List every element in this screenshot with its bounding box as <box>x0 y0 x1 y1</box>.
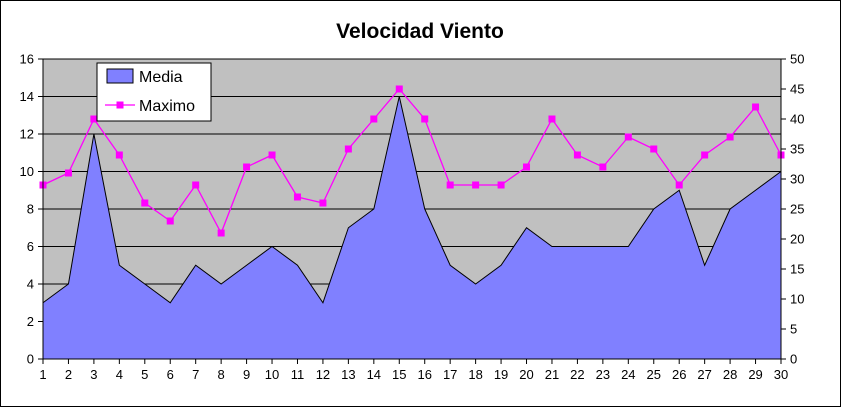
area-media <box>43 96 781 359</box>
point-maximo-23 <box>599 163 607 171</box>
x-tick-label: 20 <box>519 367 533 382</box>
x-tick-label: 25 <box>647 367 661 382</box>
y-right-tick-label: 10 <box>790 292 804 307</box>
legend-swatch-media <box>106 68 134 84</box>
point-maximo-3 <box>90 115 98 123</box>
x-tick-label: 9 <box>243 367 250 382</box>
point-maximo-9 <box>243 163 251 171</box>
x-tick-label: 4 <box>116 367 123 382</box>
y-right-tick-label: 0 <box>790 352 797 367</box>
legend-marker-maximo <box>116 101 124 109</box>
point-maximo-16 <box>421 115 429 123</box>
x-tick-label: 28 <box>723 367 737 382</box>
point-maximo-27 <box>701 151 709 159</box>
point-maximo-15 <box>395 85 403 93</box>
x-tick-label: 8 <box>218 367 225 382</box>
x-tick-label: 16 <box>417 367 431 382</box>
y-right-tick-label: 30 <box>790 172 804 187</box>
y-right-tick-label: 25 <box>790 202 804 217</box>
y-right-tick-label: 15 <box>790 262 804 277</box>
x-tick-label: 2 <box>65 367 72 382</box>
line-maximo <box>42 87 782 235</box>
x-tick-label: 24 <box>621 367 635 382</box>
point-maximo-12 <box>319 199 327 207</box>
x-tick-label: 19 <box>494 367 508 382</box>
y-left-tick-label: 6 <box>27 239 34 254</box>
y-right-tick-label: 20 <box>790 232 804 247</box>
x-tick-label: 14 <box>367 367 381 382</box>
y-left-tick-label: 14 <box>20 89 34 104</box>
point-maximo-8 <box>217 229 225 237</box>
point-maximo-5 <box>141 199 149 207</box>
y-left-tick-label: 10 <box>20 164 34 179</box>
x-tick-label: 22 <box>570 367 584 382</box>
x-tick-label: 29 <box>748 367 762 382</box>
legend: Media Maximo <box>96 62 212 122</box>
y-left-tick-label: 2 <box>27 314 34 329</box>
point-maximo-20 <box>523 163 531 171</box>
point-maximo-21 <box>548 115 556 123</box>
chart-title: Velocidad Viento <box>336 20 504 43</box>
x-tick-label: 18 <box>468 367 482 382</box>
point-maximo-24 <box>624 133 632 141</box>
x-tick-label: 15 <box>392 367 406 382</box>
x-tick-label: 23 <box>596 367 610 382</box>
point-maximo-26 <box>675 181 683 189</box>
x-tick-label: 11 <box>291 367 305 382</box>
y-left-tick-label: 4 <box>27 277 34 292</box>
point-maximo-28 <box>726 133 734 141</box>
x-tick-label: 1 <box>39 367 46 382</box>
x-tick-label: 5 <box>141 367 148 382</box>
x-tick-label: 6 <box>167 367 174 382</box>
x-tick-label: 27 <box>697 367 711 382</box>
point-maximo-6 <box>166 217 174 225</box>
y-left-tick-label: 8 <box>27 202 34 217</box>
point-maximo-11 <box>293 193 301 201</box>
point-maximo-17 <box>446 181 454 189</box>
x-tick-label: 3 <box>90 367 97 382</box>
area-media-outline <box>42 96 782 304</box>
point-maximo-14 <box>370 115 378 123</box>
point-maximo-7 <box>192 181 200 189</box>
x-tick-label: 26 <box>672 367 686 382</box>
y-left-tick-label: 16 <box>20 52 34 67</box>
legend-label-maximo: Maximo <box>139 98 195 115</box>
point-maximo-18 <box>472 181 480 189</box>
y-left-tick-label: 12 <box>20 127 34 142</box>
y-right-tick-label: 35 <box>790 142 804 157</box>
legend-label-media: Media <box>139 69 183 86</box>
point-maximo-29 <box>752 103 760 111</box>
x-tick-label: 30 <box>774 367 788 382</box>
x-tick-label: 17 <box>443 367 457 382</box>
x-tick-label: 21 <box>545 367 559 382</box>
point-maximo-22 <box>573 151 581 159</box>
y-right-tick-label: 45 <box>790 82 804 97</box>
x-tick-label: 12 <box>316 367 330 382</box>
point-maximo-25 <box>650 145 658 153</box>
point-maximo-19 <box>497 181 505 189</box>
x-tick-label: 7 <box>192 367 199 382</box>
point-maximo-2 <box>64 169 72 177</box>
y-left-tick-label: 0 <box>27 352 34 367</box>
x-tick-label: 10 <box>265 367 279 382</box>
x-tick-label: 13 <box>341 367 355 382</box>
point-maximo-13 <box>344 145 352 153</box>
y-right-tick-label: 50 <box>790 52 804 67</box>
point-maximo-4 <box>115 151 123 159</box>
y-right-tick-label: 40 <box>790 112 804 127</box>
point-maximo-10 <box>268 151 276 159</box>
y-right-tick-label: 5 <box>790 322 797 337</box>
